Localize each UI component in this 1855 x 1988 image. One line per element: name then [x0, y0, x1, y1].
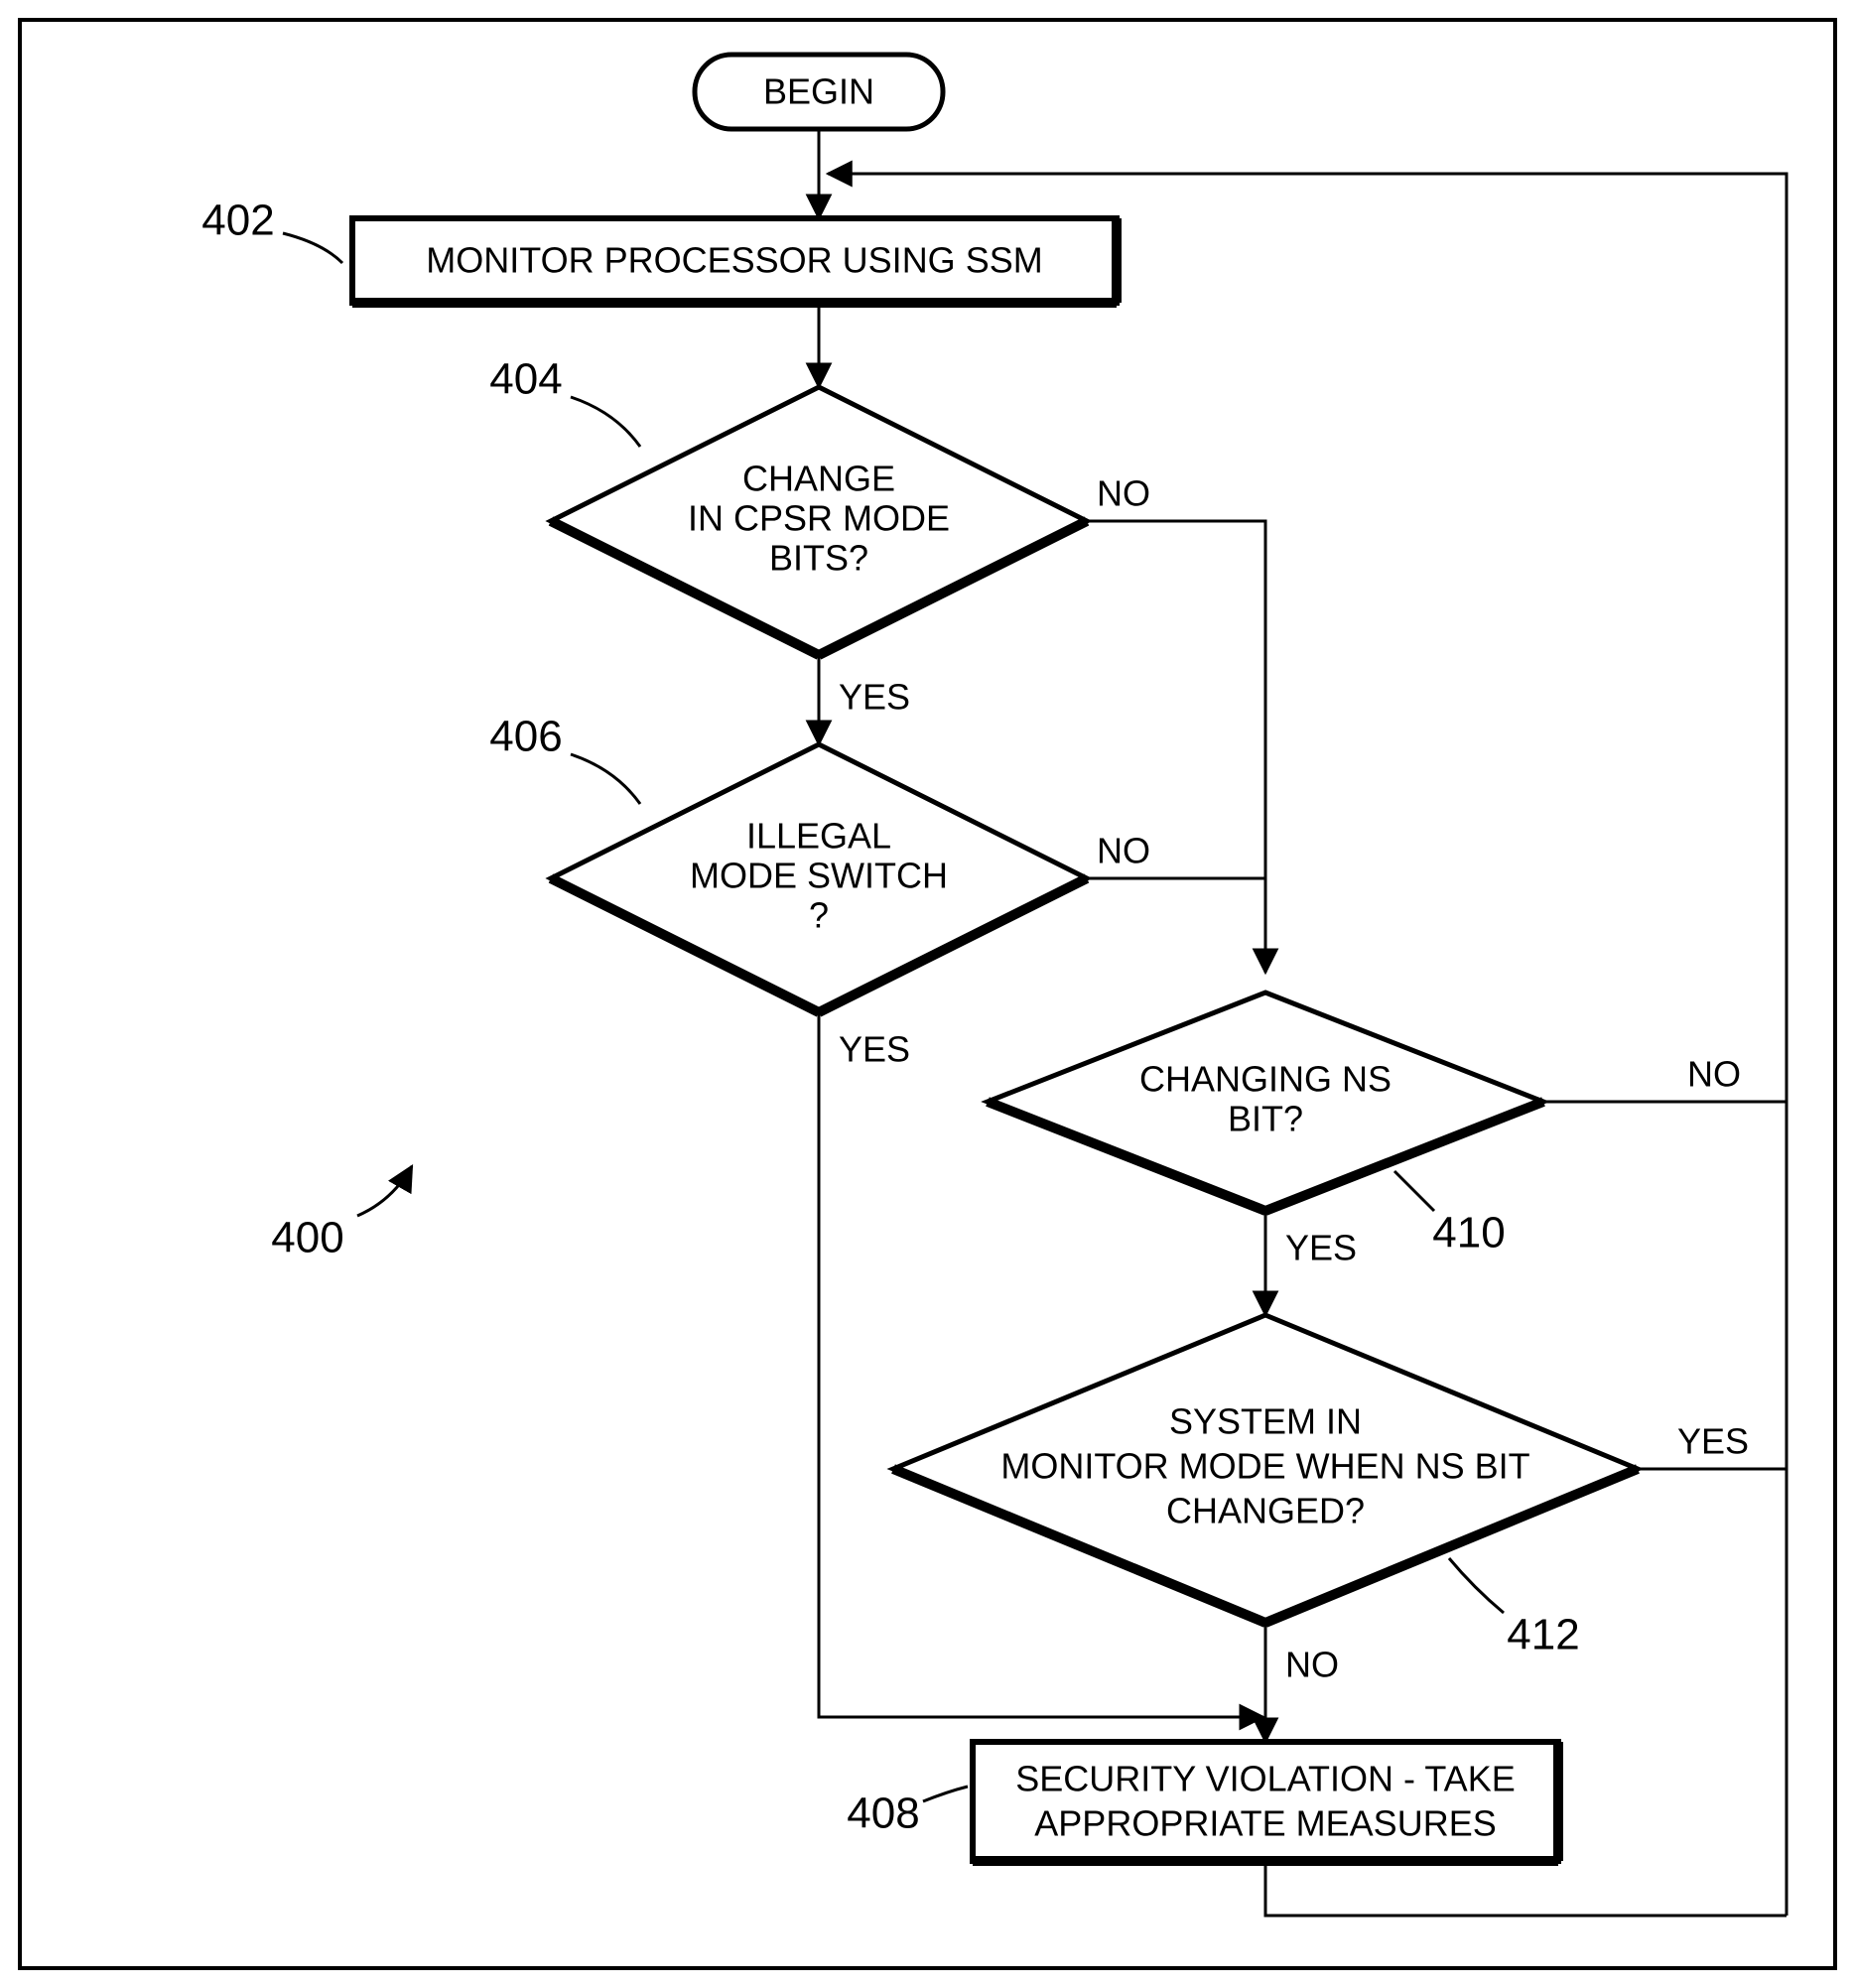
edge-412-yes-label: YES	[1677, 1421, 1749, 1462]
node-408: SECURITY VIOLATION - TAKE APPROPRIATE ME…	[973, 1742, 1558, 1861]
node-402-label: MONITOR PROCESSOR USING SSM	[426, 240, 1042, 281]
begin-label: BEGIN	[763, 71, 874, 112]
node-408-line1: SECURITY VIOLATION - TAKE	[1015, 1759, 1515, 1799]
node-406-line2: MODE SWITCH	[690, 856, 948, 896]
node-406-line1: ILLEGAL	[746, 816, 891, 857]
node-404-line2: IN CPSR MODE	[688, 498, 950, 539]
edge-410-no-label: NO	[1687, 1054, 1741, 1095]
node-408-ref-leader	[923, 1787, 968, 1801]
node-412-ref-leader	[1449, 1558, 1504, 1613]
node-408-line2: APPROPRIATE MEASURES	[1034, 1803, 1496, 1844]
edge-412-no-label: NO	[1285, 1645, 1339, 1685]
node-406-ref-leader	[571, 754, 640, 804]
flowchart-diagram: 400 BEGIN MONITOR PROCESSOR USING SSM 40…	[0, 0, 1855, 1988]
node-410-line2: BIT?	[1228, 1099, 1303, 1139]
node-406-ref: 406	[489, 713, 562, 761]
node-404-ref-leader	[571, 397, 640, 447]
diagram-border	[20, 20, 1835, 1968]
node-410-line1: CHANGING NS	[1139, 1059, 1391, 1100]
node-410: CHANGING NS BIT?	[988, 993, 1543, 1211]
node-402-ref: 402	[201, 197, 274, 245]
edge-406-yes-label: YES	[839, 1029, 910, 1070]
diagram-ref-arrow	[357, 1166, 412, 1216]
begin-node: BEGIN	[695, 55, 943, 129]
node-404: CHANGE IN CPSR MODE BITS?	[551, 387, 1087, 655]
diagram-ref: 400	[271, 1214, 343, 1262]
node-412-ref: 412	[1507, 1611, 1579, 1659]
node-404-ref: 404	[489, 355, 562, 404]
node-412-line3: CHANGED?	[1166, 1491, 1365, 1531]
edge-408-out	[1265, 1861, 1787, 1916]
edge-406-no-label: NO	[1097, 831, 1150, 871]
node-410-ref-leader	[1394, 1171, 1434, 1211]
node-412: SYSTEM IN MONITOR MODE WHEN NS BIT CHANG…	[893, 1315, 1638, 1623]
node-404-line1: CHANGE	[742, 459, 895, 499]
edge-404-no	[1087, 521, 1265, 973]
node-412-line2: MONITOR MODE WHEN NS BIT	[1000, 1446, 1529, 1487]
node-402-ref-leader	[283, 233, 342, 263]
node-406: ILLEGAL MODE SWITCH ?	[551, 744, 1087, 1012]
node-402: MONITOR PROCESSOR USING SSM	[352, 218, 1117, 303]
node-404-line3: BITS?	[769, 538, 868, 579]
edge-410-yes-label: YES	[1285, 1228, 1357, 1268]
edge-404-no-label: NO	[1097, 473, 1150, 514]
node-408-ref: 408	[847, 1789, 919, 1838]
edge-404-yes-label: YES	[839, 677, 910, 718]
node-410-ref: 410	[1432, 1209, 1505, 1258]
node-412-line1: SYSTEM IN	[1169, 1401, 1362, 1442]
node-406-line3: ?	[809, 895, 829, 936]
